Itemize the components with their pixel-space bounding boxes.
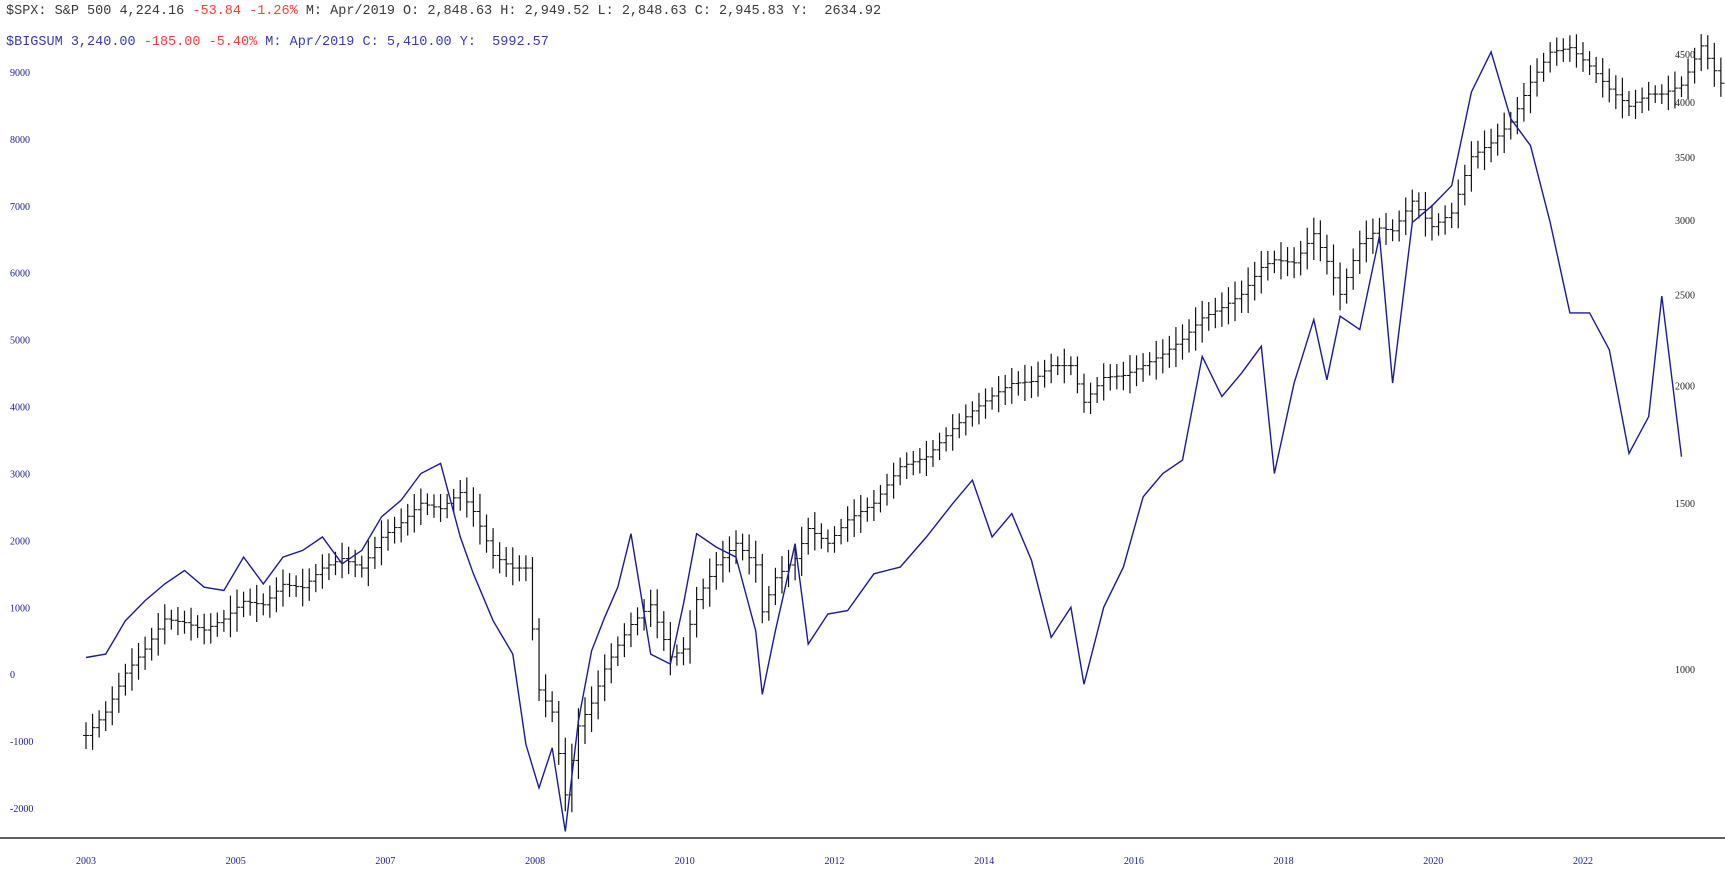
left-tick-label: -1000 bbox=[10, 737, 33, 748]
x-tick-label: 2016 bbox=[1124, 856, 1144, 867]
x-tick-label: 2018 bbox=[1274, 856, 1294, 867]
right-tick-label: 3000 bbox=[1675, 216, 1695, 227]
right-tick-label: 3500 bbox=[1675, 153, 1695, 164]
bigsum-symbol: $BIGSUM bbox=[6, 35, 63, 50]
bigsum-month: M: Apr/2019 bbox=[265, 35, 355, 50]
left-tick-label: 3000 bbox=[10, 469, 30, 480]
x-tick-label: 2012 bbox=[825, 856, 845, 867]
x-axis: 2003 2005 2007 2008 2010 2012 2014 2016 2018 2020… bbox=[0, 837, 1725, 867]
right-tick-label: 4500 bbox=[1675, 50, 1695, 61]
right-tick-label: 2000 bbox=[1675, 382, 1695, 393]
left-tick-label: 9000 bbox=[10, 68, 30, 79]
spx-month: M: Apr/2019 bbox=[305, 4, 395, 19]
left-tick-label: 6000 bbox=[10, 269, 30, 280]
spx-close: C: 2,945.83 bbox=[694, 4, 784, 19]
left-tick-label: 7000 bbox=[10, 202, 30, 213]
right-tick-label: 4000 bbox=[1675, 98, 1695, 109]
x-tick-label: 2020 bbox=[1423, 856, 1443, 867]
bigsum-close: C: 5,410.00 bbox=[362, 35, 452, 50]
bigsum-y-label: Y: bbox=[459, 35, 476, 50]
x-tick-label: 2003 bbox=[76, 856, 96, 867]
x-tick-label: 2022 bbox=[1573, 856, 1593, 867]
left-tick-label: 1000 bbox=[10, 603, 30, 614]
bigsum-change-pct: -5.40% bbox=[208, 35, 258, 50]
spx-name: S&P 500 bbox=[54, 4, 112, 19]
spx-change: -53.84 bbox=[192, 4, 241, 19]
bigsum-line bbox=[85, 49, 1683, 832]
spx-low: L: 2,848.63 bbox=[597, 4, 687, 19]
spx-y-label: Y: bbox=[791, 4, 809, 19]
spx-bars bbox=[83, 34, 1725, 813]
right-tick-label: 1500 bbox=[1675, 499, 1695, 510]
x-tick-label: 2007 bbox=[375, 856, 395, 867]
spx-last: 4,224.16 bbox=[119, 4, 185, 19]
left-tick-label: 8000 bbox=[10, 135, 30, 146]
right-axis: 4500 4000 3500 3000 2500 2000 1500 1000 bbox=[1675, 50, 1695, 676]
left-tick-label: 0 bbox=[10, 670, 15, 681]
right-tick-label: 2500 bbox=[1675, 290, 1695, 301]
bigsum-series-line bbox=[85, 49, 1683, 832]
x-tick-label: 2005 bbox=[226, 856, 246, 867]
bigsum-header: $BIGSUM 3,240.00 -185.00 -5.40% M: Apr/2… bbox=[6, 35, 549, 50]
x-tick-label: 2008 bbox=[525, 856, 545, 867]
x-tick-label: 2014 bbox=[974, 856, 994, 867]
spx-change-pct: -1.26% bbox=[249, 4, 298, 19]
spx-y-value: 2634.92 bbox=[824, 4, 882, 19]
left-axis: 9000 8000 7000 6000 5000 4000 3000 2000 1000 0 -10… bbox=[10, 68, 33, 815]
right-tick-label: 1000 bbox=[1675, 665, 1695, 676]
x-tick-label: 2010 bbox=[675, 856, 695, 867]
spx-open: O: 2,848.63 bbox=[403, 4, 493, 19]
bigsum-y-value: 5992.57 bbox=[492, 35, 549, 50]
spx-high: H: 2,949.52 bbox=[500, 4, 590, 19]
left-tick-label: 4000 bbox=[10, 403, 30, 414]
bigsum-last: 3,240.00 bbox=[70, 35, 136, 50]
spx-header: $SPX: S&P 500 4,224.16 -53.84 -1.26% M: … bbox=[6, 4, 881, 19]
bigsum-change: -185.00 bbox=[143, 35, 201, 50]
spx-symbol: $SPX: bbox=[6, 4, 47, 19]
left-tick-label: -2000 bbox=[10, 804, 33, 815]
left-tick-label: 2000 bbox=[10, 536, 30, 547]
left-tick-label: 5000 bbox=[10, 336, 30, 347]
